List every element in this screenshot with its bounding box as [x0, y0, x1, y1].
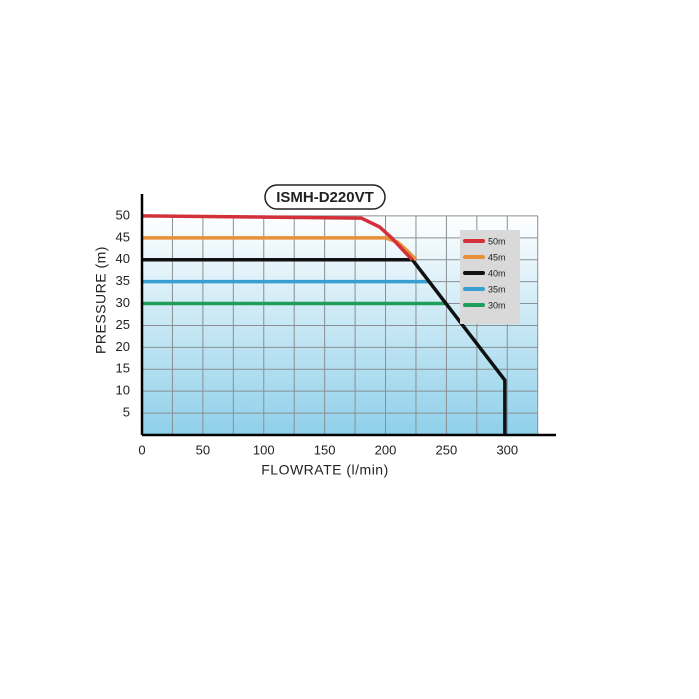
y-tick-label: 20: [116, 339, 130, 354]
y-tick-label: 30: [116, 295, 130, 310]
series-line: [141, 214, 414, 261]
title-box: [264, 184, 386, 210]
legend-label: 30m: [488, 300, 506, 310]
y-tick-label: 50: [116, 207, 130, 222]
x-tick-label: 250: [436, 442, 458, 457]
x-tick-label: 0: [138, 442, 145, 457]
y-tick-label: 40: [116, 251, 130, 266]
y-tick-label: 35: [116, 273, 130, 288]
plot: 5 10 15 20 25 30 35 40 45 50 0 50 100 150 200 250 300 50m…: [116, 194, 556, 457]
y-tick-label: 10: [116, 383, 130, 398]
y-tick-label: 25: [116, 317, 130, 332]
x-tick-label: 100: [253, 442, 275, 457]
x-tick-label: 200: [375, 442, 397, 457]
y-tick-label: 15: [116, 361, 130, 376]
x-tick-label: 300: [496, 442, 518, 457]
legend-label: 35m: [488, 284, 506, 294]
legend-box: [460, 230, 520, 324]
x-axis-label: FLOWRATE (l/min): [261, 462, 389, 478]
legend-label: 40m: [488, 268, 506, 278]
chart-title: ISMH-D220VT: [276, 189, 374, 206]
y-axis-label: PRESSURE (m): [93, 246, 109, 354]
y-tick-label: 45: [116, 229, 130, 244]
x-tick-label: 150: [314, 442, 336, 457]
legend-label: 45m: [488, 252, 506, 262]
x-tick-label: 50: [196, 442, 210, 457]
y-tick-label: 5: [123, 405, 130, 420]
legend-label: 50m: [488, 236, 506, 246]
series-line: [142, 257, 507, 435]
